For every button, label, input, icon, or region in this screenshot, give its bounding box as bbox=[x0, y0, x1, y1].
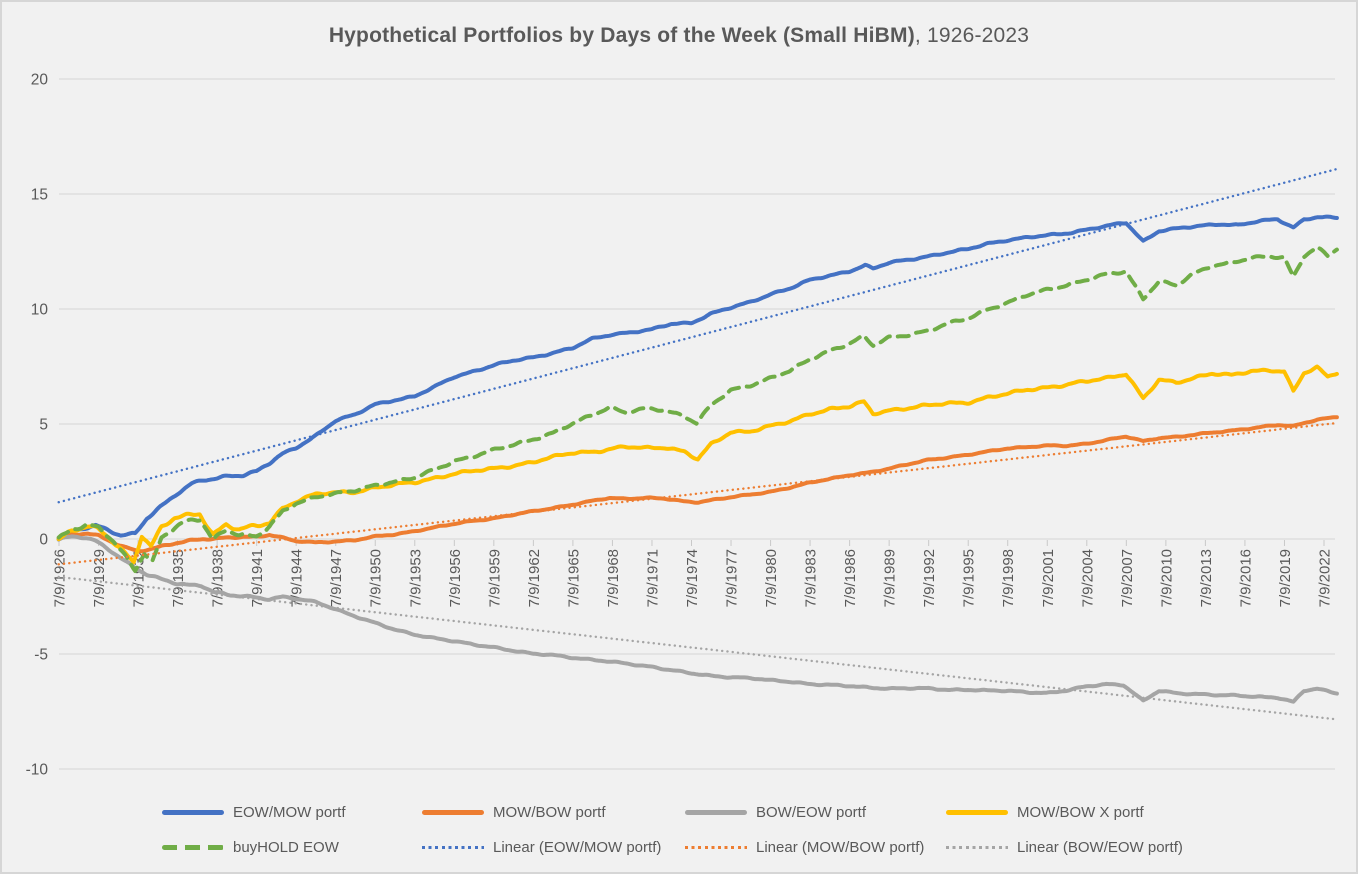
legend-label: EOW/MOW portf bbox=[233, 803, 346, 821]
x-axis-tick-label: 7/9/1947 bbox=[328, 549, 345, 607]
x-axis-tick-label: 7/9/1932 bbox=[131, 549, 148, 607]
series-line-linear-mow-bow-portf bbox=[57, 421, 1340, 566]
legend-swatch-dotted-line bbox=[685, 845, 747, 849]
x-axis-tick-label: 7/9/1941 bbox=[249, 549, 266, 607]
legend-label: Linear (MOW/BOW portf) bbox=[756, 838, 925, 856]
legend-label: buyHOLD EOW bbox=[233, 838, 339, 856]
legend-item-linear-eow-mow-portf: Linear (EOW/MOW portf) bbox=[422, 838, 661, 856]
x-axis-tick-label: 7/9/1944 bbox=[289, 549, 306, 607]
legend-swatch-dotted-line bbox=[946, 845, 1008, 849]
series-line-bow-eow-portf bbox=[56, 534, 1339, 704]
legend-swatch-dotted-line bbox=[422, 845, 484, 849]
x-axis-tick-label: 7/9/1971 bbox=[644, 549, 661, 607]
legend-item-mow-bow-x-portf: MOW/BOW X portf bbox=[946, 803, 1144, 821]
x-axis-tick-label: 7/9/1980 bbox=[763, 549, 780, 607]
x-axis-tick-label: 7/9/1995 bbox=[961, 549, 978, 607]
chart-title-suffix: , 1926-2023 bbox=[914, 24, 1030, 47]
legend-swatch-dashed-line bbox=[162, 844, 224, 850]
x-axis-tick-label: 7/9/1953 bbox=[407, 549, 424, 607]
x-axis-tick-label: 7/9/1968 bbox=[605, 549, 622, 607]
y-axis-tick-label: 5 bbox=[39, 417, 48, 434]
x-axis-tick-label: 7/9/2013 bbox=[1198, 549, 1215, 607]
x-axis-tick-label: 7/9/1962 bbox=[526, 549, 543, 607]
legend-label: MOW/BOW portf bbox=[493, 803, 606, 821]
x-axis-tick-label: 7/9/1935 bbox=[170, 549, 187, 607]
legend-item-eow-mow-portf: EOW/MOW portf bbox=[162, 803, 346, 821]
legend-swatch-solid-line bbox=[422, 809, 484, 815]
x-axis-tick-label: 7/9/2022 bbox=[1316, 549, 1333, 607]
x-axis-tick-label: 7/9/1950 bbox=[368, 549, 385, 607]
x-axis-tick-label: 7/9/1977 bbox=[724, 549, 741, 607]
x-axis-tick-label: 7/9/1989 bbox=[882, 549, 899, 607]
x-axis-tick-label: 7/9/1983 bbox=[803, 549, 820, 607]
x-axis-tick-label: 7/9/1992 bbox=[921, 549, 938, 607]
legend-item-linear-bow-eow-portf: Linear (BOW/EOW portf) bbox=[946, 838, 1183, 856]
y-axis-tick-label: 15 bbox=[31, 187, 48, 204]
legend-label: MOW/BOW X portf bbox=[1017, 803, 1144, 821]
x-axis-tick-label: 7/9/1926 bbox=[52, 549, 69, 607]
x-axis-tick-label: 7/9/2019 bbox=[1277, 549, 1294, 607]
x-axis-tick-label: 7/9/1965 bbox=[565, 549, 582, 607]
y-axis-tick-label: 20 bbox=[31, 72, 49, 89]
y-axis-tick-label: -10 bbox=[26, 762, 49, 779]
x-axis-tick-label: 7/9/2007 bbox=[1119, 549, 1136, 607]
series-line-buyhold-eow bbox=[56, 245, 1339, 573]
x-axis-tick-label: 7/9/1986 bbox=[842, 549, 859, 607]
legend-swatch-solid-line bbox=[685, 809, 747, 815]
legend-swatch-solid-line bbox=[162, 809, 224, 815]
legend-label: BOW/EOW portf bbox=[756, 803, 867, 821]
x-axis-tick-label: 7/9/2004 bbox=[1079, 549, 1096, 607]
x-axis-tick-label: 7/9/1938 bbox=[210, 549, 227, 607]
series-line-mow-bow-x-portf bbox=[56, 364, 1339, 565]
legend-item-bow-eow-portf: BOW/EOW portf bbox=[685, 803, 866, 821]
x-axis-tick-label: 7/9/2001 bbox=[1040, 549, 1057, 607]
x-axis-tick-label: 7/9/1974 bbox=[684, 549, 701, 607]
legend-item-mow-bow-portf: MOW/BOW portf bbox=[422, 803, 606, 821]
legend-item-linear-mow-bow-portf: Linear (MOW/BOW portf) bbox=[685, 838, 924, 856]
legend-label: Linear (EOW/MOW portf) bbox=[493, 838, 662, 856]
series-line-mow-bow-portf bbox=[56, 415, 1339, 554]
legend-swatch-solid-line bbox=[946, 809, 1008, 815]
x-axis-tick-label: 7/9/2016 bbox=[1237, 549, 1254, 607]
series-line-eow-mow-portf bbox=[56, 214, 1339, 542]
y-axis-tick-label: -5 bbox=[34, 647, 48, 664]
y-axis-tick-label: 0 bbox=[39, 532, 48, 549]
series-line-linear-eow-mow-portf bbox=[57, 167, 1340, 504]
legend-label: Linear (BOW/EOW portf) bbox=[1017, 838, 1183, 856]
x-axis-tick-label: 7/9/2010 bbox=[1158, 549, 1175, 607]
y-axis-tick-label: 10 bbox=[31, 302, 49, 319]
x-axis-tick-label: 7/9/1929 bbox=[91, 549, 108, 607]
x-axis-tick-label: 7/9/1959 bbox=[486, 549, 503, 607]
legend-item-buyhold-eow: buyHOLD EOW bbox=[162, 838, 339, 856]
x-axis-tick-label: 7/9/1998 bbox=[1000, 549, 1017, 607]
chart-title: Hypothetical Portfolios by Days of the W… bbox=[2, 24, 1356, 48]
chart-title-main: Hypothetical Portfolios by Days of the W… bbox=[328, 24, 915, 47]
x-axis-tick-label: 7/9/1956 bbox=[447, 549, 464, 607]
